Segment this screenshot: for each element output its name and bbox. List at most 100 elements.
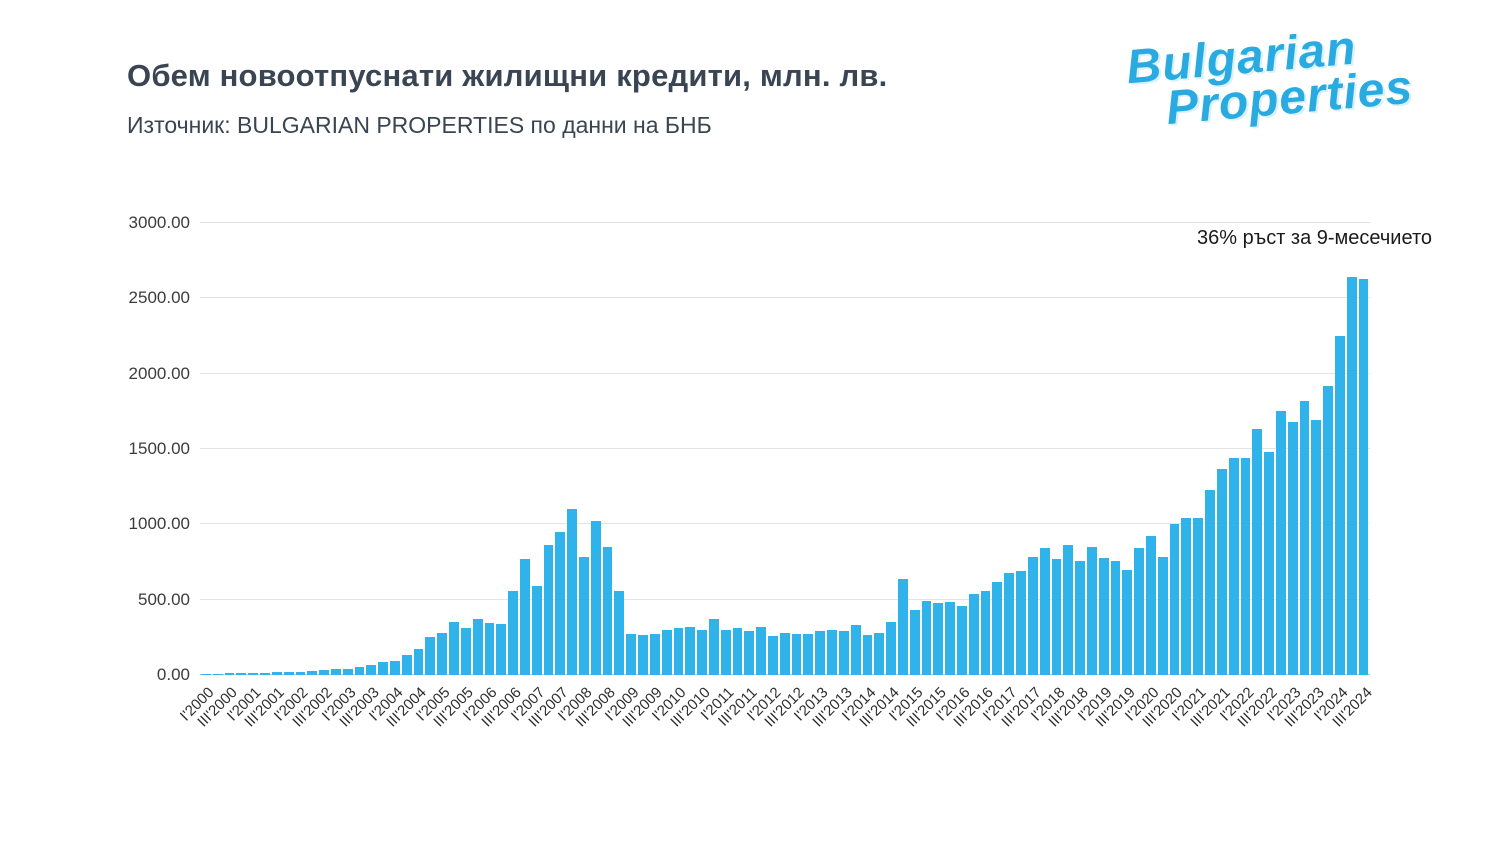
bar-slot [613, 223, 625, 675]
bar [638, 635, 648, 675]
bar-slot [649, 223, 661, 675]
bar-slot [354, 223, 366, 675]
bar [1240, 458, 1251, 675]
bar-slot [342, 223, 354, 675]
bar [496, 623, 507, 675]
bar-slot [1121, 223, 1133, 675]
bar [779, 632, 790, 675]
bar-slot [980, 223, 992, 675]
bar-slot [743, 223, 755, 675]
bar [1016, 571, 1026, 675]
bar [1146, 536, 1156, 675]
bar [283, 671, 294, 675]
bar [1051, 559, 1062, 675]
bar-slot [1299, 223, 1311, 675]
bar-slot [448, 223, 460, 675]
bar [1098, 558, 1109, 675]
bar-slot [767, 223, 779, 675]
y-tick-label: 1000.00 [128, 514, 190, 534]
bar [295, 672, 306, 675]
bar [236, 672, 247, 675]
bar [732, 628, 743, 675]
bar [862, 635, 873, 675]
plot-area [200, 222, 1370, 675]
bar [330, 668, 341, 675]
bar-slot [696, 223, 708, 675]
bar [472, 618, 483, 675]
bar [319, 670, 329, 675]
bar-slot [283, 223, 295, 675]
growth-annotation: 36% ръст за 9-месечието [1197, 227, 1432, 249]
bar-slot [259, 223, 271, 675]
bar [531, 586, 542, 675]
bar-slot [684, 223, 696, 675]
gridline [200, 448, 1370, 449]
bar [1039, 548, 1050, 675]
bar-slot [1062, 223, 1074, 675]
bar-slot [1015, 223, 1027, 675]
bar-slot [401, 223, 413, 675]
bar-slot [460, 223, 472, 675]
bar-slot [1310, 223, 1322, 675]
y-tick-label: 1500.00 [128, 439, 190, 458]
bar [1287, 421, 1298, 675]
bar-slot [826, 223, 838, 675]
bar-slot [932, 223, 944, 675]
bar [957, 605, 967, 675]
bar-slot [720, 223, 732, 675]
bar [874, 632, 885, 675]
bar [307, 671, 318, 675]
bar-slot [779, 223, 791, 675]
bar [1134, 548, 1144, 675]
bar-slot [1157, 223, 1169, 675]
bar [579, 557, 589, 675]
bar-slot [673, 223, 685, 675]
bar [945, 601, 955, 675]
bar-slot [1003, 223, 1015, 675]
bar-slot [802, 223, 814, 675]
bar [1275, 411, 1286, 675]
gridline [200, 372, 1370, 374]
bar-slot [1334, 223, 1346, 675]
bar [697, 629, 707, 675]
bar-slot [909, 223, 921, 675]
bars [200, 223, 1370, 675]
bar [201, 673, 211, 675]
bar-slot [330, 223, 342, 675]
bar [673, 628, 684, 675]
bar [437, 632, 448, 675]
bar [425, 636, 436, 675]
bar-slot [1192, 223, 1204, 675]
bar [1335, 336, 1345, 675]
bar [980, 591, 991, 675]
bar-slot [389, 223, 401, 675]
bar [886, 622, 896, 675]
bar-slot [968, 223, 980, 675]
page-title: Обем новоотпуснати жилищни кредити, млн.… [127, 58, 888, 93]
bar [720, 629, 731, 675]
bar [1157, 557, 1168, 675]
bar-slot [862, 223, 874, 675]
bar [260, 672, 270, 675]
bar-slot [554, 223, 566, 675]
bar [224, 673, 235, 675]
bar-slot [838, 223, 850, 675]
bar [378, 662, 388, 675]
gridline [200, 523, 1370, 525]
bar [567, 509, 577, 675]
bar-slot [1228, 223, 1240, 675]
bar-slot [200, 223, 212, 675]
bar [1216, 468, 1227, 675]
bar [1205, 489, 1215, 675]
bar-slot [956, 223, 968, 675]
bar [602, 546, 613, 675]
bar-slot [271, 223, 283, 675]
bar [248, 672, 259, 675]
bar-slot [921, 223, 933, 675]
bar [1181, 518, 1192, 675]
bar-slot [944, 223, 956, 675]
bar [508, 590, 518, 675]
bar-slot [306, 223, 318, 675]
bar-slot [661, 223, 673, 675]
